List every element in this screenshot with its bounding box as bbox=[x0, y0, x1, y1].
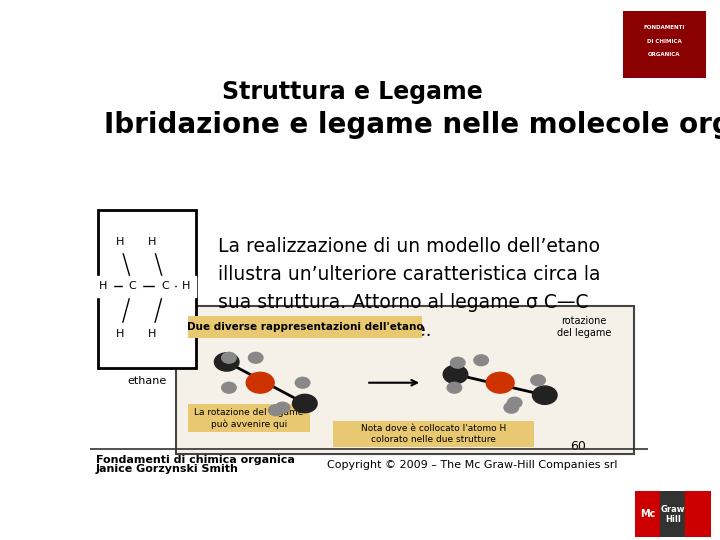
Circle shape bbox=[486, 372, 514, 393]
Bar bbox=[99, 210, 196, 368]
Text: La realizzazione di un modello dell’etano
illustra un’ulteriore caratteristica c: La realizzazione di un modello dell’etan… bbox=[218, 238, 601, 340]
Circle shape bbox=[222, 353, 236, 363]
Text: Struttura e Legame: Struttura e Legame bbox=[222, 80, 482, 104]
Text: H: H bbox=[148, 328, 156, 339]
Circle shape bbox=[447, 382, 462, 393]
Text: Nota dove è collocato l'atomo H
colorato nelle due strutture: Nota dove è collocato l'atomo H colorato… bbox=[361, 423, 505, 444]
Text: Graw
Hill: Graw Hill bbox=[660, 505, 685, 524]
Text: rotazione
del legame: rotazione del legame bbox=[557, 315, 611, 338]
Text: H: H bbox=[116, 328, 124, 339]
Text: FONDAMENTI: FONDAMENTI bbox=[644, 25, 685, 30]
Bar bbox=[176, 306, 634, 454]
Bar bbox=[188, 404, 310, 433]
Bar bbox=[333, 421, 534, 447]
Circle shape bbox=[533, 386, 557, 404]
Circle shape bbox=[474, 355, 488, 366]
Text: Due diverse rappresentazioni dell'etano: Due diverse rappresentazioni dell'etano bbox=[186, 322, 423, 332]
Text: Fondamenti di chimica organica: Fondamenti di chimica organica bbox=[96, 455, 294, 465]
Text: ethane: ethane bbox=[127, 376, 167, 386]
Text: H: H bbox=[99, 281, 107, 291]
Circle shape bbox=[451, 357, 465, 368]
Circle shape bbox=[444, 365, 468, 383]
Bar bbox=[635, 491, 660, 537]
Circle shape bbox=[269, 405, 283, 416]
Text: H: H bbox=[182, 281, 191, 291]
Circle shape bbox=[248, 353, 263, 363]
Text: C: C bbox=[161, 281, 168, 291]
Bar bbox=[685, 491, 711, 537]
Circle shape bbox=[292, 394, 317, 413]
Text: H: H bbox=[148, 237, 156, 247]
Text: DI CHIMICA: DI CHIMICA bbox=[647, 39, 682, 44]
Text: Copyright © 2009 – The Mc Graw-Hill Companies srl: Copyright © 2009 – The Mc Graw-Hill Comp… bbox=[327, 460, 618, 470]
Text: La rotazione del legame
può avvenire qui: La rotazione del legame può avvenire qui bbox=[194, 408, 304, 429]
Text: 60: 60 bbox=[570, 440, 586, 453]
Text: Ibridazione e legame nelle molecole organiche: Ibridazione e legame nelle molecole orga… bbox=[104, 111, 720, 139]
Circle shape bbox=[295, 377, 310, 388]
Text: ORGANICA: ORGANICA bbox=[648, 52, 680, 57]
Text: Mc: Mc bbox=[640, 509, 655, 519]
Text: C: C bbox=[129, 281, 136, 291]
Circle shape bbox=[504, 402, 518, 413]
Text: H: H bbox=[116, 237, 124, 247]
Circle shape bbox=[275, 402, 289, 413]
Circle shape bbox=[215, 353, 239, 371]
Circle shape bbox=[531, 375, 545, 386]
Text: Janice Gorzynski Smith: Janice Gorzynski Smith bbox=[96, 464, 238, 474]
Circle shape bbox=[222, 382, 236, 393]
Circle shape bbox=[508, 397, 522, 408]
Circle shape bbox=[246, 372, 274, 393]
Bar bbox=[660, 491, 685, 537]
Bar bbox=[188, 316, 422, 338]
